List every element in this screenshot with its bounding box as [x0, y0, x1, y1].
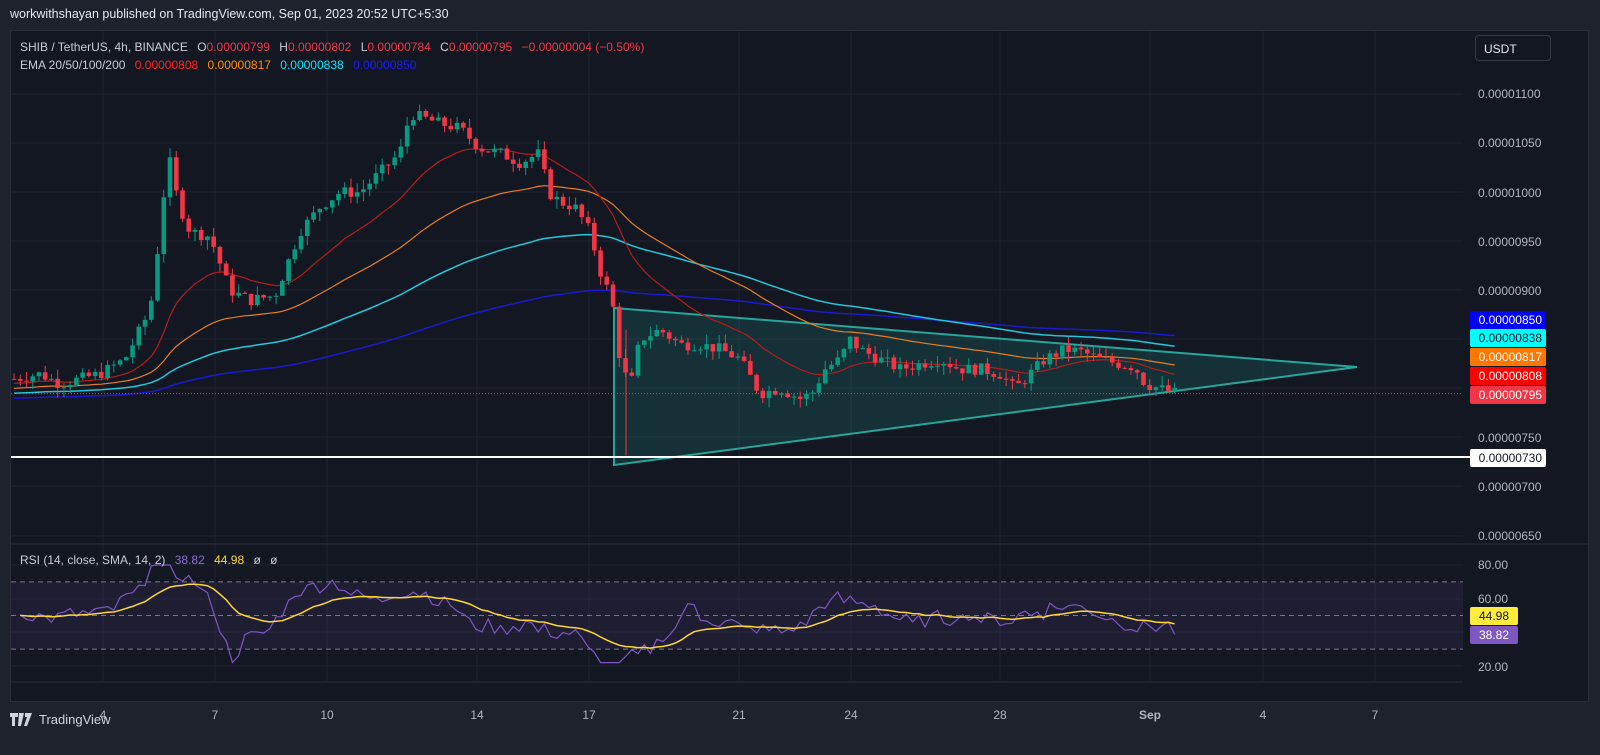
time-tick: 4 — [99, 708, 107, 722]
open-value: 0.00000799 — [206, 40, 270, 54]
tradingview-brand[interactable]: TradingView — [10, 712, 111, 727]
rsi-sma-badge: 44.98 — [1470, 607, 1518, 625]
time-tick-month: Sep — [1138, 708, 1162, 722]
price-tick: 0.00000750 — [1478, 431, 1542, 445]
price-tick: 0.00000950 — [1478, 235, 1542, 249]
ema50-value: 0.00000817 — [207, 58, 271, 72]
ema200-value: 0.00000850 — [353, 58, 417, 72]
price-tick: 0.00000700 — [1478, 480, 1542, 494]
last-price-badge: 0.00000795 — [1470, 386, 1546, 404]
time-tick: 14 — [470, 708, 484, 722]
close-value: 0.00000795 — [448, 40, 513, 54]
ema50-badge: 0.00000817 — [1470, 348, 1546, 366]
symbol-title: SHIB / TetherUS, 4h, BINANCE — [20, 40, 188, 54]
price-tick: 0.00001050 — [1478, 136, 1542, 150]
rsi-value: 38.82 — [174, 553, 205, 567]
tradingview-logo-icon — [10, 713, 32, 726]
triangle-pattern — [613, 306, 1358, 467]
rsi-legend: RSI (14, close, SMA, 14, 2) 38.82 44.98 … — [20, 553, 278, 567]
rsi-badge: 38.82 — [1470, 626, 1518, 644]
time-tick: 4 — [1259, 708, 1267, 722]
rsi-tick: 60.00 — [1478, 592, 1509, 606]
time-tick: 10 — [320, 708, 334, 722]
low-value: 0.00000784 — [367, 40, 431, 54]
ema20-value: 0.00000808 — [134, 58, 199, 72]
time-tick: 24 — [844, 708, 858, 722]
rsi-tick: 20.00 — [1478, 660, 1509, 674]
time-tick: 7 — [1371, 708, 1379, 722]
change-value: −0.00000004 (−0.50%) — [521, 40, 645, 54]
rsi-pane — [11, 564, 1463, 664]
grid-lines — [11, 31, 1463, 681]
symbol-legend: SHIB / TetherUS, 4h, BINANCE O0.00000799… — [20, 40, 645, 54]
rsi-title: RSI (14, close, SMA, 14, 2) — [20, 553, 166, 567]
price-axis[interactable] — [1464, 30, 1589, 702]
ema100-value: 0.00000838 — [280, 58, 344, 72]
time-tick: 21 — [732, 708, 746, 722]
publish-info: workwithshayan published on TradingView.… — [10, 7, 449, 21]
brand-name: TradingView — [39, 712, 111, 727]
time-tick: 7 — [211, 708, 219, 722]
ema-title: EMA 20/50/100/200 — [20, 58, 126, 72]
price-tick: 0.00000650 — [1478, 529, 1542, 543]
rsi-tick: 80.00 — [1478, 558, 1509, 572]
ema-legend: EMA 20/50/100/200 0.00000808 0.00000817 … — [20, 58, 422, 72]
price-tick: 0.00001000 — [1478, 186, 1542, 200]
currency-button[interactable]: USDT — [1475, 35, 1551, 61]
candles — [11, 104, 1177, 456]
time-tick: 28 — [993, 708, 1007, 722]
ema20-badge: 0.00000808 — [1470, 367, 1546, 385]
price-tick: 0.00000900 — [1478, 284, 1542, 298]
time-tick: 17 — [582, 708, 596, 722]
ema200-badge: 0.00000850 — [1470, 311, 1546, 329]
price-tick: 0.00001100 — [1478, 87, 1541, 101]
support-badge: 0.00000730 — [1470, 449, 1546, 467]
rsi-sma-value: 44.98 — [214, 553, 245, 567]
ema100-badge: 0.00000838 — [1470, 329, 1546, 347]
high-value: 0.00000802 — [287, 40, 352, 54]
